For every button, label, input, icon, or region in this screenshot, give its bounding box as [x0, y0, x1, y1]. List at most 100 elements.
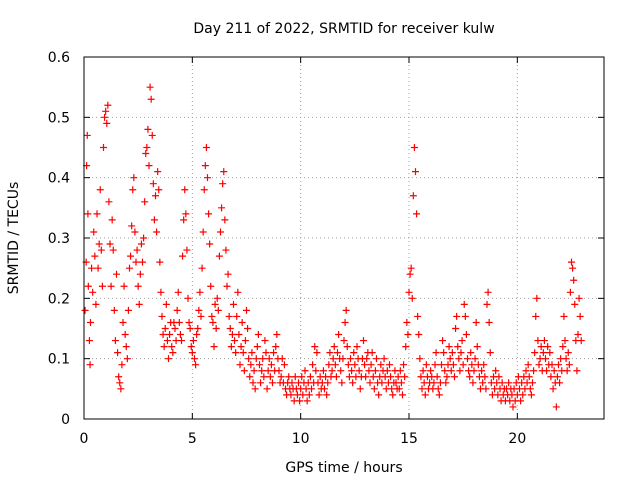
- data-point: [395, 385, 403, 393]
- data-point: [211, 300, 219, 308]
- data-point: [546, 349, 554, 357]
- data-point: [243, 306, 250, 314]
- data-point: [191, 355, 198, 363]
- data-point: [230, 300, 237, 308]
- data-point: [334, 349, 341, 357]
- data-point: [531, 349, 539, 357]
- data-point: [218, 204, 226, 212]
- data-point: [197, 312, 205, 320]
- data-point: [248, 349, 256, 357]
- data-point: [257, 379, 265, 387]
- data-point: [410, 144, 418, 151]
- data-point: [296, 397, 304, 405]
- data-point: [135, 300, 143, 308]
- data-point: [533, 294, 541, 302]
- data-point: [269, 379, 276, 387]
- data-point: [347, 355, 354, 363]
- data-point: [251, 385, 259, 393]
- data-point: [245, 355, 253, 363]
- data-point: [97, 246, 105, 254]
- data-point: [86, 361, 94, 369]
- data-point: [413, 210, 421, 218]
- data-point: [522, 367, 530, 375]
- data-point: [155, 186, 163, 194]
- data-point: [264, 367, 272, 375]
- data-point: [457, 349, 465, 357]
- data-point: [414, 312, 422, 320]
- data-point: [133, 246, 141, 254]
- data-point: [486, 349, 494, 357]
- data-point: [526, 385, 534, 393]
- data-point: [532, 312, 540, 320]
- data-point: [399, 391, 406, 399]
- data-point: [136, 270, 144, 278]
- data-point: [417, 373, 425, 381]
- data-point: [176, 331, 184, 339]
- data-point: [165, 355, 172, 363]
- data-point: [375, 391, 383, 399]
- data-point: [254, 331, 262, 339]
- data-point: [210, 343, 218, 351]
- data-point: [241, 337, 249, 345]
- data-point: [325, 361, 333, 369]
- data-point: [166, 331, 174, 339]
- data-point: [154, 168, 162, 176]
- data-point: [104, 101, 112, 109]
- x-tick-label: 10: [292, 431, 310, 447]
- data-point: [273, 331, 281, 339]
- data-point: [435, 391, 443, 399]
- data-point: [288, 379, 296, 387]
- data-point: [201, 162, 209, 170]
- data-point: [370, 385, 378, 393]
- data-point: [319, 367, 327, 375]
- data-point: [272, 343, 280, 351]
- data-point: [148, 131, 156, 139]
- data-point: [348, 367, 356, 375]
- data-point: [312, 367, 320, 375]
- data-point: [160, 343, 168, 351]
- data-point: [380, 355, 388, 363]
- data-point: [309, 361, 317, 369]
- data-point: [260, 373, 268, 381]
- data-point: [259, 355, 267, 363]
- data-point: [141, 198, 149, 206]
- data-point: [548, 361, 556, 369]
- data-point: [124, 306, 132, 314]
- data-point: [434, 385, 442, 393]
- data-point: [291, 373, 299, 381]
- data-point: [430, 379, 438, 387]
- data-point: [189, 337, 197, 345]
- data-point: [524, 361, 532, 369]
- data-point: [419, 367, 427, 375]
- data-point: [87, 318, 94, 326]
- data-point: [576, 312, 584, 320]
- data-point: [332, 373, 340, 381]
- data-point: [389, 391, 397, 399]
- data-point: [383, 367, 391, 375]
- data-point: [527, 391, 535, 399]
- data-point: [225, 312, 233, 320]
- x-axis: 0 5 10 15 20: [80, 57, 526, 447]
- data-point: [402, 343, 410, 351]
- data-point: [559, 343, 567, 351]
- data-point: [484, 288, 492, 296]
- data-point: [205, 210, 213, 218]
- data-point: [478, 367, 486, 375]
- data-point: [442, 379, 450, 387]
- data-point: [368, 349, 376, 357]
- data-point: [338, 379, 346, 387]
- data-point: [236, 361, 244, 369]
- data-point: [456, 367, 464, 375]
- data-point: [543, 367, 551, 375]
- data-point: [439, 337, 447, 345]
- data-point: [561, 337, 569, 345]
- data-point: [377, 361, 385, 369]
- data-point: [237, 343, 245, 351]
- data-point: [214, 306, 222, 314]
- data-point: [311, 343, 319, 351]
- data-point: [275, 367, 283, 375]
- data-point: [460, 300, 468, 308]
- data-point: [153, 228, 161, 236]
- data-point: [547, 373, 555, 381]
